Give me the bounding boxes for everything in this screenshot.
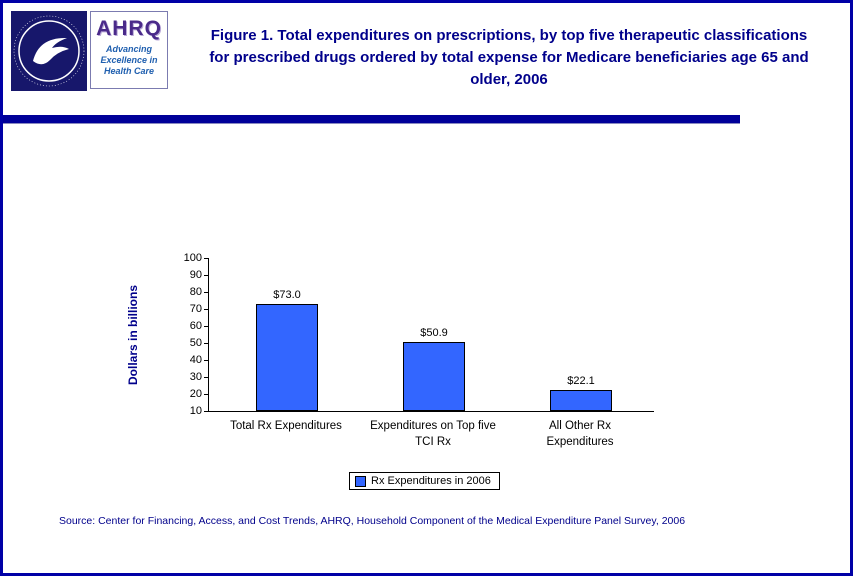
y-tick-label: 90 — [189, 268, 202, 281]
y-tick-label: 70 — [189, 302, 202, 315]
y-tick-label: 50 — [189, 336, 202, 349]
y-tick-mark — [204, 309, 209, 310]
y-tick-mark — [204, 275, 209, 276]
y-tick-label: 20 — [189, 387, 202, 400]
legend-label: Rx Expenditures in 2006 — [371, 475, 491, 487]
x-axis-labels: Total Rx Expenditures Expenditures on To… — [208, 419, 653, 461]
bar-value-label: $73.0 — [273, 288, 301, 301]
y-tick-mark — [204, 343, 209, 344]
x-axis-category-label: Expenditures on Top five TCI Rx — [370, 420, 496, 448]
y-tick-mark — [204, 326, 209, 327]
ahrq-logo: AHRQ Advancing Excellence in Health Care — [90, 11, 168, 89]
source-note: Source: Center for Financing, Access, an… — [59, 515, 686, 527]
bar — [403, 341, 465, 411]
figure-title: Figure 1. Total expenditures on prescrip… — [209, 27, 809, 88]
y-tick-label: 80 — [189, 285, 202, 298]
y-tick-mark — [204, 411, 209, 412]
bar-group: $50.9 — [403, 326, 465, 411]
chart-legend: Rx Expenditures in 2006 — [349, 472, 500, 490]
y-axis-label: Dollars in billions — [126, 284, 141, 385]
y-tick-label: 100 — [183, 251, 202, 264]
x-axis-category-label: All Other Rx Expenditures — [546, 420, 614, 448]
bar-group: $73.0 — [256, 289, 318, 411]
y-tick-mark — [204, 377, 209, 378]
y-tick-label: 60 — [189, 319, 202, 332]
bar-chart-plot-area: $73.0 $50.9 $22.1 — [204, 258, 654, 412]
y-tick-mark — [204, 360, 209, 361]
y-tick-mark — [204, 394, 209, 395]
logo-group: AHRQ Advancing Excellence in Health Care — [11, 11, 168, 91]
header-divider — [3, 115, 740, 123]
bar-value-label: $22.1 — [567, 375, 595, 388]
bar — [256, 303, 318, 411]
bar-value-label: $50.9 — [420, 326, 448, 339]
y-axis-label-wrap: Dollars in billions — [121, 258, 145, 411]
legend-swatch — [355, 475, 366, 487]
y-tick-mark — [204, 258, 209, 259]
ahrq-logo-text: AHRQ — [96, 17, 162, 40]
bar — [550, 390, 612, 411]
bar-group: $22.1 — [550, 375, 612, 411]
y-tick-mark — [204, 292, 209, 293]
y-tick-label: 30 — [189, 370, 202, 383]
x-axis-category-label: Total Rx Expenditures — [230, 420, 342, 432]
hhs-eagle-logo — [11, 11, 87, 91]
ahrq-logo-tagline: Advancing Excellence in Health Care — [100, 44, 158, 76]
y-tick-label: 10 — [189, 404, 202, 417]
y-tick-label: 40 — [189, 353, 202, 366]
y-axis-ticks: 100 90 80 70 60 50 40 30 20 10 — [162, 252, 202, 417]
